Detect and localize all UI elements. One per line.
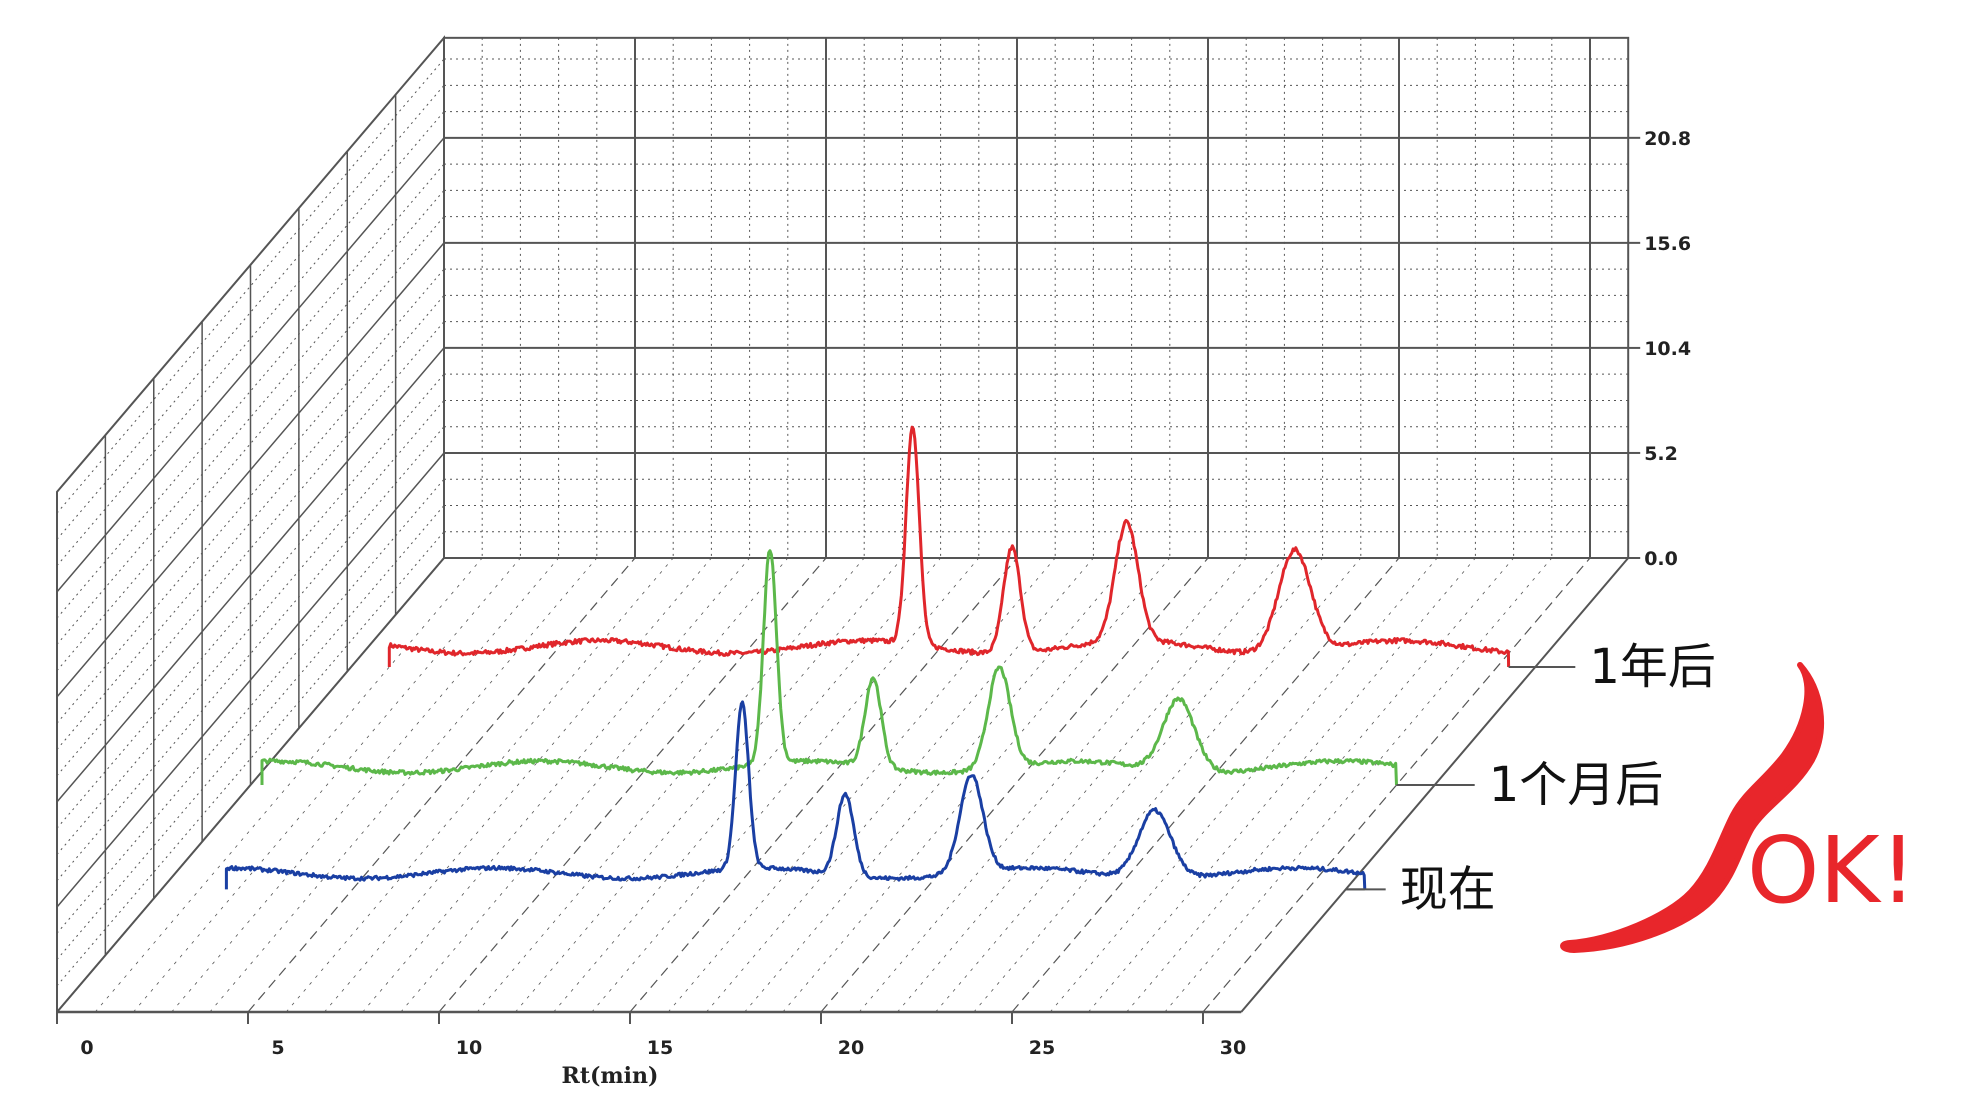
z-tick-label: 20.8: [1644, 128, 1691, 150]
series-name-label: 1个月后: [1489, 757, 1664, 813]
floor-depth-line: [362, 557, 750, 1013]
floor-depth-line: [1164, 557, 1553, 1013]
z-tick-label: 5.2: [1644, 443, 1678, 465]
chart-grid: [56, 35, 1630, 1015]
x-tick-label: 15: [647, 1037, 673, 1059]
series-line: [224, 700, 1367, 890]
floor-depth-line: [285, 557, 674, 1013]
floor-depth-line: [973, 557, 1362, 1013]
floor-depth-line: [1088, 557, 1476, 1013]
floor-depth-line: [667, 557, 1056, 1013]
x-tick-label: 20: [838, 1037, 864, 1059]
floor-depth-line: [935, 557, 1323, 1013]
series-lines: [224, 425, 1576, 891]
axis-labels: 0 5 10 15 20 25 30 0.0 5.2 10.4 15.6 20.8: [56, 128, 1691, 1059]
series-line: [260, 549, 1398, 786]
floor-depth-line: [438, 557, 827, 1013]
floor-depth-line: [324, 557, 712, 1013]
floor-depth-line: [897, 557, 1285, 1013]
side-wall-hline: [56, 242, 445, 698]
side-wall-hline: [56, 347, 445, 803]
side-wall-hline: [56, 452, 445, 908]
floor-depth-line: [591, 557, 980, 1013]
z-tick-label: 0.0: [1644, 548, 1678, 570]
x-tick-label: 5: [271, 1037, 284, 1059]
z-tick-label: 15.6: [1644, 233, 1691, 255]
floor-depth-line: [94, 557, 483, 1013]
z-tick-label: 10.4: [1644, 338, 1691, 360]
x-axis-title: Rt(min): [562, 1063, 659, 1089]
red-brace: [1560, 662, 1825, 953]
floor-depth-line: [1011, 557, 1400, 1013]
x-tick-label: 30: [1220, 1037, 1246, 1059]
floor-depth-line: [744, 557, 1132, 1013]
x-tick-label: 25: [1029, 1037, 1055, 1059]
floor-grid: [56, 557, 1629, 1014]
floor-depth-line: [553, 557, 941, 1013]
side-wall-hline: [56, 137, 445, 593]
floor-depth-line: [1049, 557, 1438, 1013]
x-tick-label: 10: [456, 1037, 482, 1059]
series-name-label: 现在: [1400, 861, 1496, 917]
floor-depth-line: [247, 557, 636, 1013]
floor-depth-line: [171, 557, 559, 1013]
floor-depth-line: [133, 557, 521, 1013]
floor-depth-line: [400, 557, 789, 1013]
x-tick-label: 0: [80, 1037, 93, 1059]
back-wall-frame: [443, 36, 1630, 559]
floor-depth-line: [209, 557, 598, 1013]
series-name-label: 1年后: [1589, 639, 1716, 695]
floor-depth-line: [820, 557, 1209, 1013]
floor-depth-line: [1126, 557, 1514, 1013]
ok-annotation: OK!: [1747, 817, 1917, 924]
series-line: [387, 425, 1511, 668]
floor-depth-line: [515, 557, 903, 1013]
floor-depth-line: [629, 557, 1018, 1013]
floor-depth-line: [1202, 557, 1591, 1013]
floor-depth-line: [858, 557, 1247, 1013]
floor-depth-line: [476, 557, 865, 1013]
floor-depth-line: [56, 557, 445, 1013]
